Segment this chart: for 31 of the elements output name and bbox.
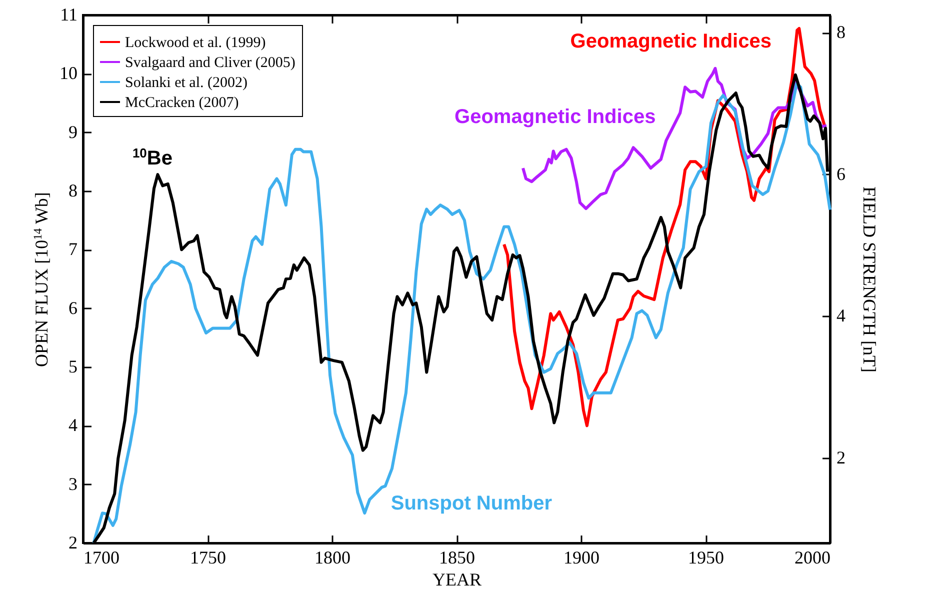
y-tick-label: 10 <box>60 63 78 84</box>
y-tick-label: 8 <box>68 180 78 200</box>
legend-label: Solanki et al. (2002) <box>125 75 248 91</box>
y2-tick-label: 8 <box>836 22 846 42</box>
y-tick-label: 7 <box>68 239 78 260</box>
annotation: Geomagnetic Indices <box>454 106 656 128</box>
y-tick-label: 11 <box>60 4 78 24</box>
x-tick-label: 1900 <box>564 548 600 568</box>
x-tick-label: 1850 <box>439 548 475 568</box>
y-tick-label: 5 <box>68 356 78 376</box>
annotation: Sunspot Number <box>390 492 552 514</box>
y2-tick-label: 4 <box>836 306 846 326</box>
x-tick-label: 2000 <box>794 548 830 568</box>
y2-tick-label: 2 <box>836 447 846 468</box>
y2-tick-label: 6 <box>836 164 846 184</box>
y2-axis-title: FIELD STRENGTH [nT] <box>860 186 880 372</box>
legend-label: Svalgaard and Cliver (2005) <box>125 55 296 71</box>
y-tick-label: 6 <box>68 298 78 318</box>
y-tick-label: 9 <box>68 122 78 142</box>
x-tick-label: 1750 <box>190 548 226 568</box>
annotation: Geomagnetic Indices <box>570 30 772 52</box>
x-tick-label: 1800 <box>314 548 350 568</box>
x-tick-label: 1700 <box>84 548 120 568</box>
y-tick-label: 3 <box>68 474 78 494</box>
legend-label: Lockwood et al. (1999) <box>125 35 266 51</box>
x-tick-label: 1950 <box>688 548 724 568</box>
annotation: $^{10}$Be <box>132 145 172 170</box>
y-tick-label: 2 <box>68 532 78 552</box>
legend-label: McCracken (2007) <box>125 95 239 111</box>
x-axis-title: YEAR <box>432 570 482 590</box>
y-tick-label: 4 <box>68 415 78 436</box>
